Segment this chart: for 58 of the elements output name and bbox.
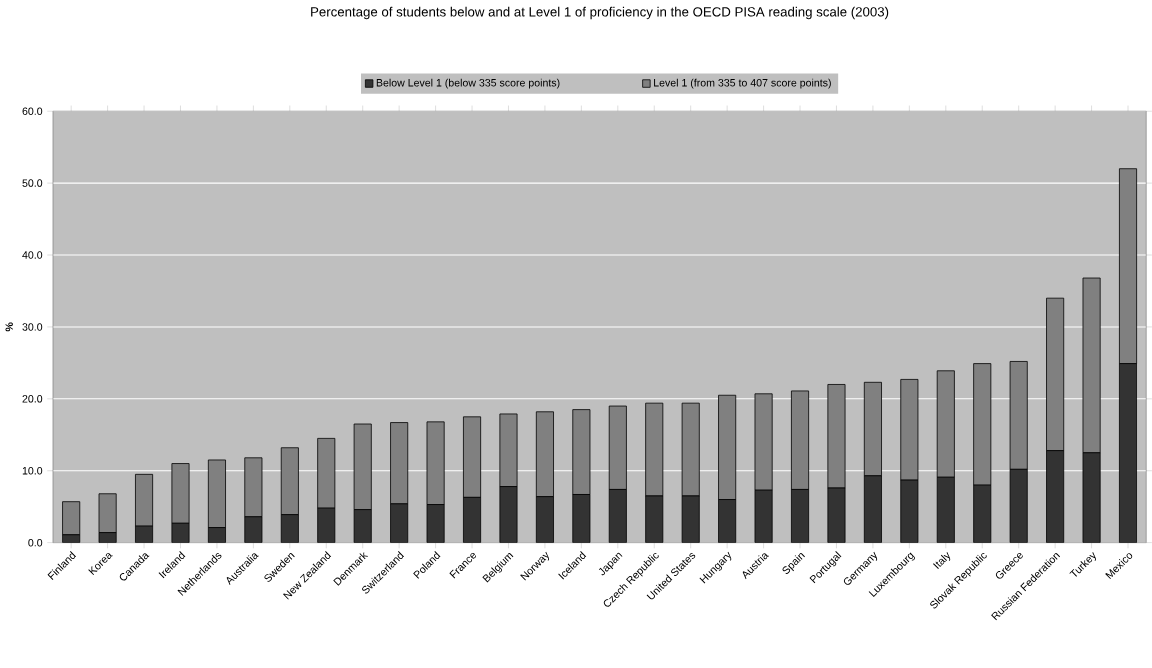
bar <box>1082 452 1101 543</box>
bar <box>171 462 190 524</box>
y-tick-label: 0.0 <box>28 538 43 547</box>
bar <box>1009 468 1028 543</box>
bar <box>645 495 664 543</box>
bar <box>207 459 226 528</box>
legend-label: Level 1 (from 335 to 407 score points) <box>654 78 831 89</box>
bar <box>936 370 955 478</box>
bar <box>535 411 554 497</box>
y-tick-label: 30.0 <box>22 322 43 331</box>
bar <box>390 503 409 543</box>
bar <box>280 514 299 543</box>
bar <box>426 503 445 543</box>
bar <box>244 457 263 517</box>
bar <box>718 394 737 500</box>
bar <box>863 475 882 543</box>
bar <box>681 402 700 497</box>
chart-title: Percentage of students below and at Level 1 of proficiency in the OECD PISA reading scale (2003) <box>311 6 889 19</box>
bar <box>244 516 263 543</box>
bar <box>135 473 154 527</box>
y-tick-label: 10.0 <box>22 466 43 475</box>
y-tick-label: 20.0 <box>22 394 43 403</box>
bar <box>353 423 372 510</box>
bar <box>827 383 846 489</box>
bar <box>900 378 919 481</box>
bar <box>791 488 810 543</box>
bar <box>754 489 773 543</box>
bar <box>463 496 482 543</box>
bar <box>754 393 773 491</box>
bar <box>317 437 336 509</box>
bar <box>608 405 627 490</box>
bar <box>863 381 882 476</box>
bar <box>353 508 372 543</box>
bar <box>280 447 299 515</box>
bar <box>390 421 409 505</box>
bar <box>535 496 554 543</box>
bar <box>98 493 117 533</box>
bar <box>718 498 737 543</box>
bar <box>1119 363 1138 543</box>
bar <box>936 476 955 543</box>
y-tick-label: 60.0 <box>22 107 43 115</box>
y-tick-label: 50.0 <box>22 179 43 187</box>
bar <box>973 484 992 543</box>
y-tick-label: 40.0 <box>22 251 43 259</box>
bar <box>645 402 664 497</box>
bar <box>426 421 445 505</box>
bar <box>1046 450 1065 543</box>
y-axis-title: % <box>5 322 13 332</box>
legend-label: Below Level 1 (below 335 score points) <box>376 78 560 89</box>
x-tick-label: Italy <box>933 551 951 569</box>
bar <box>681 495 700 543</box>
bar <box>463 416 482 498</box>
bar <box>499 413 518 487</box>
bar <box>791 390 810 490</box>
bar <box>572 493 591 543</box>
bar <box>608 488 627 543</box>
bar <box>572 409 591 495</box>
bar <box>900 479 919 543</box>
